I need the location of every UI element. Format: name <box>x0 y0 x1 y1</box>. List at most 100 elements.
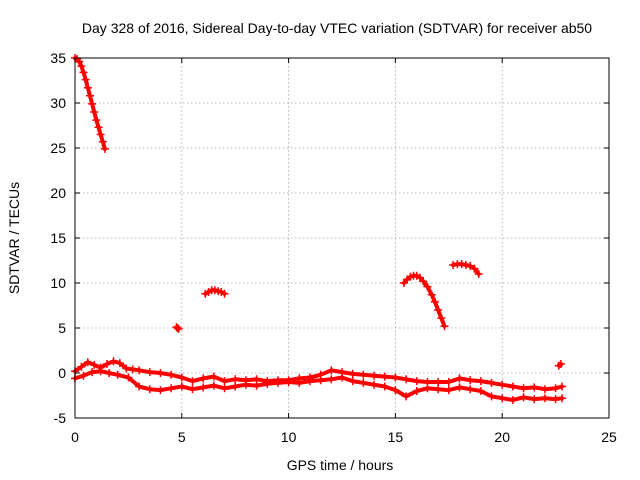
data-point <box>540 394 549 403</box>
data-point <box>437 314 446 323</box>
data-point <box>519 384 528 393</box>
data-point <box>370 371 379 380</box>
grid <box>75 58 609 418</box>
data-point <box>199 383 208 392</box>
x-axis: 0 5 10 15 20 25 <box>71 58 617 445</box>
data-point <box>551 384 560 393</box>
y-tick-label: 5 <box>58 320 66 336</box>
data-point <box>167 384 176 393</box>
data-point <box>167 370 176 379</box>
data-point <box>487 378 496 387</box>
data-point <box>449 261 458 269</box>
data-point <box>530 383 539 392</box>
data-point <box>75 57 84 66</box>
data-point <box>327 366 336 375</box>
data-point <box>96 367 105 376</box>
data-point <box>434 385 443 394</box>
data-point <box>209 372 218 381</box>
data-point <box>466 385 475 394</box>
y-tick-label: 30 <box>50 95 66 111</box>
x-tick-label: 0 <box>71 429 79 445</box>
data-point <box>440 322 449 331</box>
data-point <box>109 357 118 366</box>
data-point <box>124 373 133 382</box>
data-point <box>98 137 107 146</box>
series-arc-16h <box>399 271 449 331</box>
data-point <box>461 261 470 269</box>
data-point <box>402 375 411 384</box>
x-tick-label: 10 <box>281 429 297 445</box>
data-point <box>79 68 88 77</box>
data-point <box>115 359 124 368</box>
data-series <box>71 54 567 404</box>
data-point <box>220 377 229 386</box>
data-point <box>327 375 336 384</box>
data-point <box>295 378 304 387</box>
series-band-lower <box>71 367 567 404</box>
data-point <box>540 385 549 394</box>
data-point <box>419 277 428 286</box>
data-point <box>498 380 507 389</box>
data-point <box>556 360 565 368</box>
data-point <box>430 297 439 306</box>
data-point <box>487 392 496 401</box>
data-point <box>476 387 485 395</box>
data-point <box>273 378 282 387</box>
data-point <box>476 377 485 386</box>
data-point <box>434 306 443 314</box>
data-point <box>83 83 92 92</box>
data-point <box>412 377 421 386</box>
y-tick-label: 35 <box>50 50 66 66</box>
series-arc-18h <box>449 260 483 278</box>
data-point <box>284 378 293 386</box>
data-point <box>348 377 357 386</box>
data-point <box>498 394 507 403</box>
data-point <box>263 379 272 388</box>
data-point <box>90 360 99 369</box>
data-point <box>81 75 90 84</box>
data-point <box>128 365 137 374</box>
y-tick-label: 20 <box>50 185 66 201</box>
x-tick-label: 20 <box>494 429 510 445</box>
y-tick-label: 10 <box>50 275 66 291</box>
data-point <box>174 324 183 333</box>
data-point <box>427 290 436 299</box>
data-point <box>156 369 165 377</box>
data-point <box>519 393 528 402</box>
data-point <box>530 395 539 404</box>
data-point <box>508 396 517 404</box>
data-point <box>370 380 379 389</box>
data-point <box>83 358 92 367</box>
data-point <box>122 364 131 373</box>
data-point <box>231 375 240 384</box>
data-point <box>474 270 483 278</box>
data-point <box>423 384 432 393</box>
data-point <box>209 381 218 390</box>
data-point <box>94 123 103 132</box>
data-point <box>359 378 368 387</box>
data-point <box>231 382 240 391</box>
y-tick-label: 0 <box>58 365 66 381</box>
data-point <box>100 144 109 153</box>
data-point <box>177 382 186 391</box>
data-point <box>220 384 229 393</box>
data-point <box>444 386 453 395</box>
y-axis: -5 0 5 10 15 20 25 30 35 <box>50 50 609 426</box>
data-point <box>145 385 154 394</box>
data-point <box>412 387 421 395</box>
data-point <box>455 374 464 383</box>
data-point <box>113 370 122 379</box>
y-tick-label: 15 <box>50 230 66 246</box>
data-point <box>241 380 250 389</box>
data-point <box>391 373 400 382</box>
data-point <box>338 373 346 382</box>
data-point <box>88 99 97 108</box>
data-point <box>188 377 197 386</box>
x-tick-label: 25 <box>601 429 617 445</box>
data-point <box>444 378 453 386</box>
y-tick-label: -5 <box>54 410 67 426</box>
data-point <box>457 260 466 269</box>
data-point <box>434 378 443 386</box>
data-point <box>85 91 94 100</box>
